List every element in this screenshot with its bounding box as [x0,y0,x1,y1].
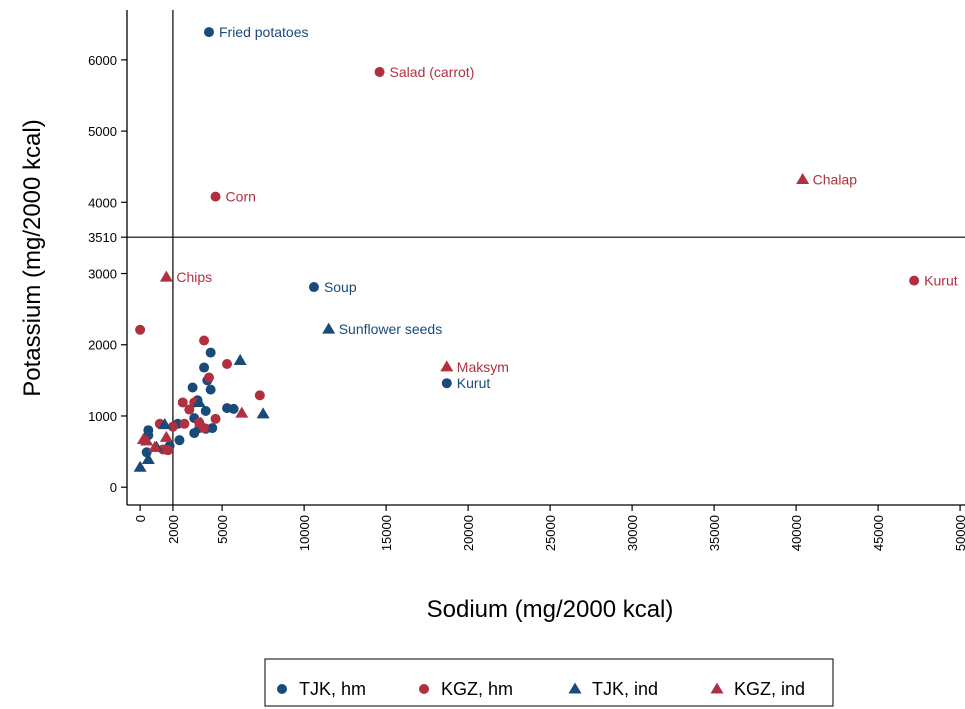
data-point-circle [187,382,198,393]
data-point-circle [177,397,188,408]
data-point-triangle [158,418,172,430]
data-point-circle [222,358,233,369]
point-label: Chalap [813,172,858,188]
point-label: Fried potatoes [219,24,309,40]
data-point-circle [228,403,239,414]
data-point-circle [909,275,920,286]
data-point-circle [203,27,214,38]
legend-marker-circle [419,684,429,694]
data-point-circle [203,372,214,383]
y-tick-label: 3000 [88,267,117,282]
data-point-triangle [148,440,162,452]
data-point-triangle [440,360,454,372]
axes-layer: 0 1000 2000 3000 3510 4000 5000 6000 0 2000 5000 10… [88,10,965,551]
data-point-triangle [194,416,208,428]
legend-label: TJK, ind [592,679,658,699]
point-label: Maksym [457,359,509,375]
data-point-triangle [233,353,247,365]
data-point-circle [200,405,211,416]
point-label: Kurut [457,375,491,391]
x-tick-label: 20000 [461,515,476,551]
point-label: Salad (carrot) [390,64,475,80]
legend-label: KGZ, ind [734,679,805,699]
data-point-circle [167,421,178,432]
x-tick-label: 15000 [379,515,394,551]
data-point-circle [254,390,265,401]
data-point-circle [308,282,319,293]
y-tick-label: 2000 [88,338,117,353]
legend: TJK, hm KGZ, hm TJK, ind KGZ, ind [264,658,834,707]
y-tick-label: 1000 [88,409,117,424]
x-tick-label: 2000 [166,515,181,544]
data-point-triangle [159,430,173,442]
data-point-circle [207,423,218,434]
data-point-triangle [192,395,206,407]
x-tick-label: 50000 [953,515,965,551]
data-point-triangle [141,452,155,464]
data-point-circle [210,413,221,424]
x-axis-title: Sodium (mg/2000 kcal) [427,596,674,623]
data-point-circle [441,378,452,389]
point-label: Kurut [924,273,958,289]
y-axis-title: Potassium (mg/2000 kcal) [19,119,46,396]
data-point-triangle [140,434,154,446]
x-tick-label: 30000 [625,515,640,551]
data-point-triangle [133,460,147,472]
data-point-circle [374,66,385,77]
x-tick-label: 45000 [871,515,886,551]
data-point-circle [174,435,185,446]
x-tick-label: 40000 [789,515,804,551]
points-layer [133,27,920,472]
x-tick-label: 35000 [707,515,722,551]
data-point-triangle [796,173,810,185]
data-point-circle [199,362,210,373]
legend-marker-circle [277,684,287,694]
data-point-circle [205,384,216,395]
x-tick-label: 0 [133,515,148,522]
point-labels-layer: Fried potatoes Soup Kurut Salad (carrot) Cor… [176,24,957,391]
x-tick-label: 5000 [215,515,230,544]
data-point-triangle [159,270,173,282]
point-label: Sunflower seeds [339,321,443,337]
point-label: Chips [176,269,212,285]
legend-marker-triangle [710,682,724,694]
y-tick-label: 6000 [88,53,117,68]
legend-label: TJK, hm [299,679,366,699]
x-tick-label: 25000 [543,515,558,551]
data-point-triangle [235,406,249,418]
point-label: Soup [324,279,357,295]
x-tick-label: 10000 [297,515,312,551]
y-tick-label: 0 [110,480,117,495]
data-point-circle [135,324,146,335]
y-tick-label: 5000 [88,124,117,139]
data-point-triangle [256,407,270,419]
data-point-triangle [322,322,336,334]
point-label: Corn [226,189,256,205]
legend-label: KGZ, hm [441,679,513,699]
data-point-circle [184,404,195,415]
data-point-circle [205,347,216,358]
data-point-circle [210,191,221,202]
data-point-circle [199,335,210,346]
data-point-circle [162,445,173,456]
data-point-circle [179,418,190,429]
y-tick-label: 4000 [88,195,117,210]
legend-marker-triangle [568,682,582,694]
y-tick-label: 3510 [88,230,117,245]
legend-box [264,658,834,707]
